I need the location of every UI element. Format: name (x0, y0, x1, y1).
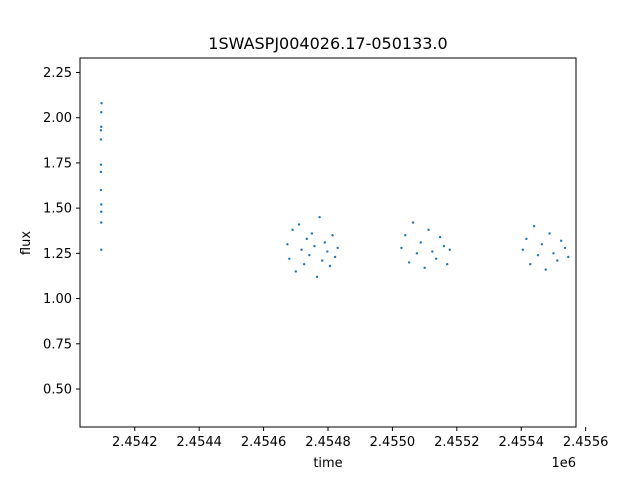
data-point (99, 163, 103, 166)
data-point (291, 228, 294, 232)
data-point (326, 250, 329, 253)
data-point (308, 253, 311, 257)
chart-title: 1SWASPJ004026.17-050133.0 (208, 34, 447, 53)
data-point (411, 221, 415, 224)
data-point (294, 270, 297, 273)
data-point (315, 275, 319, 279)
x-axis-ticks: 2.4542 2.4544 2.4546 2.4548 2.4550 2.4552 2.45… (112, 427, 608, 450)
data-point (521, 248, 525, 251)
data-point (288, 257, 291, 260)
data-point (321, 259, 324, 262)
y-tick-label: 2.25 (43, 66, 72, 81)
data-point (548, 232, 551, 235)
data-point (556, 259, 559, 262)
x-tick-label: 2.4546 (241, 435, 287, 450)
x-tick-label: 2.4542 (112, 435, 158, 450)
data-point (100, 203, 103, 206)
data-point (431, 250, 434, 253)
data-point (544, 268, 547, 271)
x-tick-label: 2.4556 (563, 435, 609, 450)
data-point (100, 248, 103, 251)
data-point (100, 111, 103, 114)
data-point (438, 235, 442, 239)
data-point (286, 243, 289, 246)
data-point (563, 246, 567, 250)
data-point (540, 243, 544, 246)
data-point (300, 248, 303, 251)
data-point (529, 263, 532, 266)
x-axis-offset-label: 1e6 (551, 456, 576, 471)
data-point (333, 255, 337, 259)
data-point (310, 232, 314, 235)
data-point (404, 234, 407, 237)
x-tick-label: 2.4552 (434, 435, 480, 450)
data-point (552, 252, 555, 255)
data-point (532, 225, 536, 228)
data-point (99, 138, 103, 141)
data-point (423, 266, 426, 270)
data-point (448, 248, 451, 251)
x-axis-label: time (313, 456, 342, 471)
y-axis-ticks: 0.50 0.75 1.00 1.25 1.50 1.75 2.00 2.25 (43, 66, 80, 398)
data-point (318, 215, 321, 219)
x-tick-label: 2.4544 (176, 435, 222, 450)
data-point (100, 102, 103, 105)
data-point (99, 188, 103, 192)
data-point (99, 129, 103, 132)
data-point (331, 234, 334, 237)
plot-area-frame (79, 57, 577, 428)
data-point (99, 170, 103, 174)
data-point (305, 237, 308, 241)
data-point (100, 125, 103, 128)
y-tick-label: 1.00 (43, 292, 72, 307)
data-point (442, 244, 446, 248)
data-point (445, 263, 449, 266)
data-point (427, 228, 430, 232)
x-tick-label: 2.4554 (498, 435, 544, 450)
data-point (536, 253, 540, 257)
data-point (100, 221, 103, 224)
y-axis-label: flux (19, 231, 34, 255)
x-tick-label: 2.4550 (370, 435, 416, 450)
data-point (323, 241, 326, 244)
data-point (567, 255, 570, 259)
data-point (419, 241, 422, 244)
y-tick-label: 1.25 (43, 247, 72, 262)
y-tick-label: 2.00 (43, 111, 72, 126)
x-tick-label: 2.4548 (305, 435, 351, 450)
data-point (336, 246, 339, 250)
y-tick-label: 1.50 (43, 202, 72, 217)
data-points (99, 102, 570, 279)
y-tick-label: 0.50 (43, 383, 72, 398)
data-point (407, 261, 411, 264)
data-point (559, 239, 563, 242)
data-point (435, 257, 438, 260)
data-point (400, 246, 403, 250)
y-tick-label: 1.75 (43, 156, 72, 171)
data-point (100, 210, 103, 213)
data-point (415, 252, 419, 255)
data-point (313, 244, 316, 248)
data-point (328, 264, 332, 268)
data-point (297, 223, 301, 226)
y-tick-label: 0.75 (43, 337, 72, 352)
data-point (525, 237, 528, 241)
data-point (302, 263, 306, 266)
